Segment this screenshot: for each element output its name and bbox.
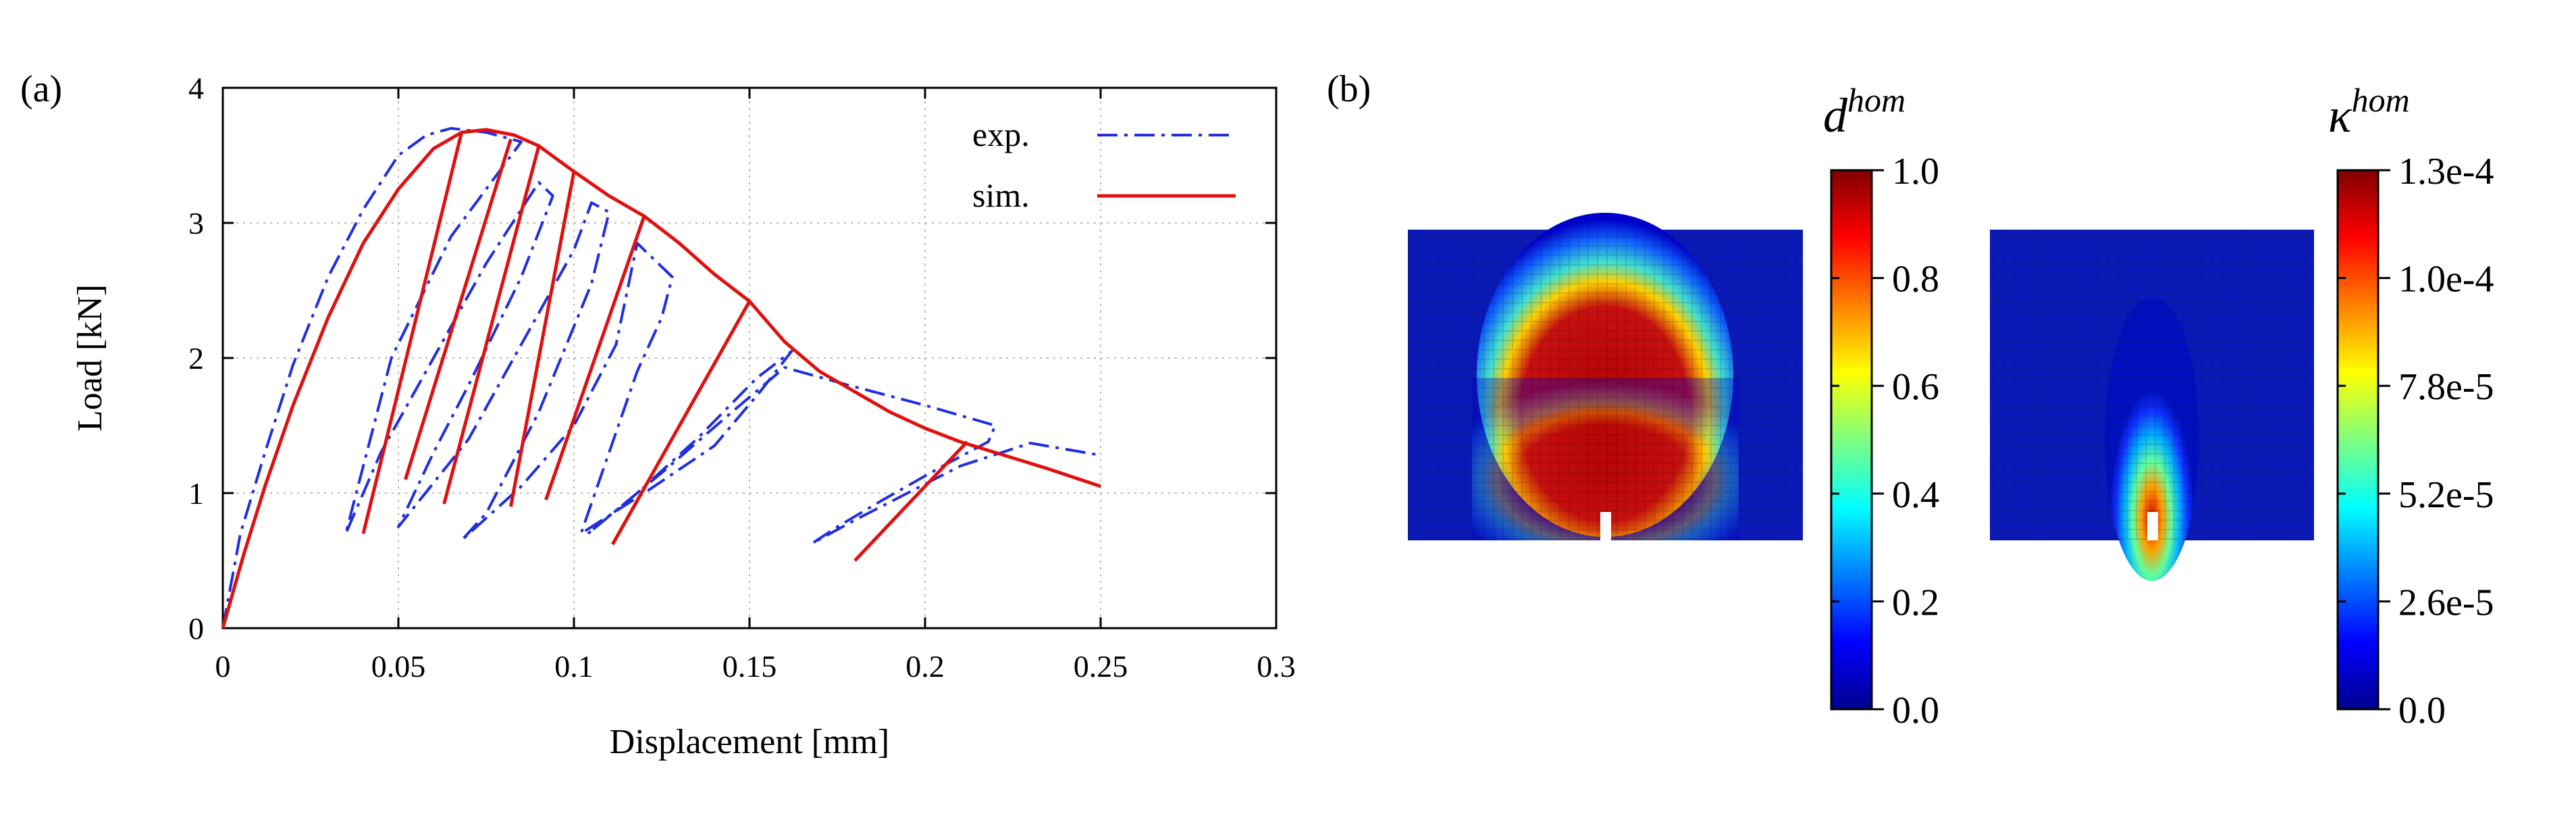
load-displacement-chart: 0 0.05 0.1 0.15 0.2 0.25 0.3 0 1 2 3 4 Displacement … [71, 71, 1296, 761]
x-tick-label: 0.05 [371, 649, 426, 684]
sim-unloading-segment [544, 215, 646, 501]
colorbar-tick-label: 1.0 [1892, 151, 1939, 193]
damage-colorbar-title: dhom [1823, 81, 1905, 143]
colorbar-tick-label: 0.6 [1892, 366, 1939, 408]
colorbar-tick-label: 0.0 [2398, 690, 2446, 732]
damage-colorbar: dhom 1.0 0.8 0.6 0.4 0.2 0.0 [1823, 81, 1939, 732]
y-tick-label: 0 [188, 611, 204, 646]
notch [2147, 512, 2158, 540]
y-tick-label: 1 [188, 476, 204, 511]
curvature-colorbar-title: κhom [2328, 81, 2410, 143]
y-tick-label: 3 [188, 206, 204, 240]
x-tick-label: 0.3 [1257, 649, 1296, 684]
colorbar-tick-label: 5.2e-5 [2398, 474, 2494, 516]
series-exp-line [221, 127, 1101, 629]
curvature-field-map [1990, 230, 2314, 581]
series-sim-line [221, 128, 1101, 629]
notch [1600, 512, 1611, 540]
x-tick-label: 0.1 [554, 649, 594, 684]
sim-unloading-segment [404, 138, 512, 480]
y-tick-label: 2 [188, 341, 204, 376]
colorbar-tick-label: 0.4 [1892, 474, 1939, 516]
y-axis-label: Load [kN] [71, 284, 109, 432]
legend-label: exp. [972, 116, 1030, 153]
curvature-colorbar: κhom 1.3e-4 1.0e-4 7.8e-5 5.2e-5 2.6e-5 0.0 [2328, 81, 2494, 732]
colorbar-tick-label: 0.0 [1892, 690, 1939, 732]
x-axis-label: Displacement [mm] [610, 723, 889, 761]
colorbar-tick-label: 7.8e-5 [2398, 366, 2494, 408]
damage-field-map [1408, 213, 1803, 540]
sim-unloading-segment [508, 171, 576, 507]
panel-label-a: (a) [20, 68, 62, 110]
x-tick-label: 0.15 [722, 649, 777, 684]
panel-label-b: (b) [1327, 68, 1371, 110]
colorbar-tick-label: 1.3e-4 [2398, 151, 2494, 193]
colorbar-tick-label: 0.2 [1892, 582, 1939, 623]
sim-unloading-segment [611, 300, 752, 546]
plot-frame [221, 86, 1278, 630]
x-tick-label: 0 [215, 649, 231, 684]
x-tick-label: 0.2 [905, 649, 945, 684]
sim-unloading-segment [361, 132, 464, 534]
colorbar-tick-label: 2.6e-5 [2398, 582, 2494, 623]
x-tick-label: 0.25 [1074, 649, 1128, 684]
sim-unloading-segment [442, 145, 541, 505]
y-tick-label: 4 [188, 71, 204, 105]
legend-label: sim. [972, 176, 1030, 214]
colorbar-tick-label: 0.8 [1892, 259, 1939, 301]
colorbar-tick-label: 1.0e-4 [2398, 259, 2494, 301]
sim-unloading-segment [853, 440, 969, 562]
